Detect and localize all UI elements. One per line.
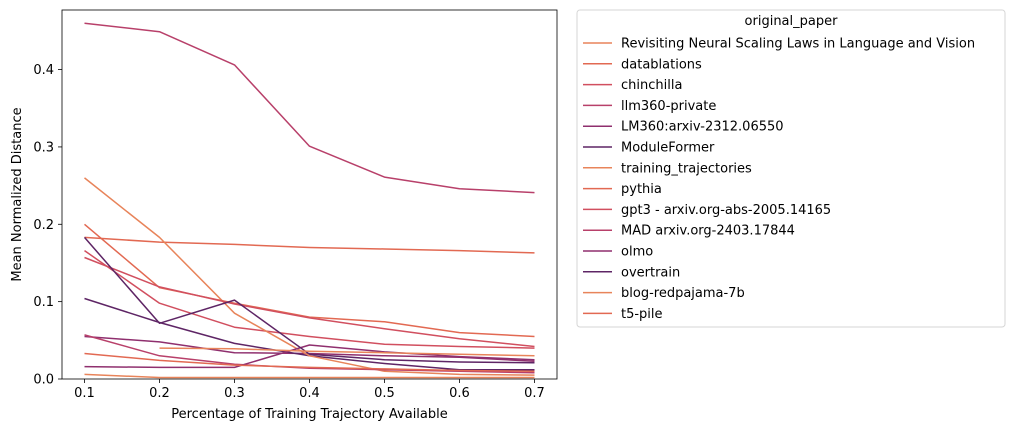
legend-label: training_trajectories bbox=[621, 161, 752, 176]
legend-label: LM360:arxiv-2312.06550 bbox=[621, 120, 784, 135]
x-tick-label: 0.6 bbox=[449, 386, 470, 401]
legend: original_paper Revisiting Neural Scaling… bbox=[576, 9, 1006, 328]
series-line-8 bbox=[84, 256, 535, 348]
y-axis-title: Mean Normalized Distance bbox=[10, 107, 25, 281]
legend-label: pythia bbox=[621, 182, 662, 197]
x-axis-title: Percentage of Training Trajectory Availa… bbox=[171, 407, 448, 422]
legend-label: llm360-private bbox=[621, 99, 716, 114]
legend-label: t5-pile bbox=[621, 307, 663, 322]
legend-label: chinchilla bbox=[621, 78, 682, 93]
legend-label: MAD arxiv.org-2403.17844 bbox=[621, 224, 795, 239]
series-line-12 bbox=[159, 347, 535, 357]
x-tick-label: 0.4 bbox=[299, 386, 320, 401]
series-line-9 bbox=[84, 334, 535, 374]
legend-label: overtrain bbox=[621, 265, 680, 280]
x-tick-label: 0.5 bbox=[374, 386, 395, 401]
x-tick-label: 0.7 bbox=[524, 386, 545, 401]
legend-label: blog-redpajama-7b bbox=[621, 286, 745, 301]
series-line-1 bbox=[84, 236, 535, 254]
axes-frame bbox=[61, 9, 558, 380]
y-tick-label: 0.0 bbox=[33, 373, 54, 388]
legend-label: datablations bbox=[621, 57, 702, 72]
series-line-10 bbox=[84, 344, 535, 369]
legend-title: original_paper bbox=[745, 14, 839, 29]
y-tick-label: 0.3 bbox=[33, 140, 54, 155]
series-line-6 bbox=[84, 177, 535, 376]
y-tick-label: 0.2 bbox=[33, 218, 54, 233]
series-line-3 bbox=[84, 22, 535, 194]
legend-box bbox=[576, 9, 1006, 328]
series-line-11 bbox=[83, 236, 535, 364]
x-tick-label: 0.2 bbox=[149, 386, 170, 401]
legend-label: Revisiting Neural Scaling Laws in Langua… bbox=[621, 37, 975, 52]
legend-items: Revisiting Neural Scaling Laws in Langua… bbox=[583, 37, 975, 322]
plot-area bbox=[61, 9, 558, 380]
y-tick-label: 0.4 bbox=[33, 63, 54, 78]
series-line-2 bbox=[84, 249, 535, 349]
series-line-7 bbox=[84, 223, 535, 338]
legend-label: ModuleFormer bbox=[621, 141, 715, 156]
y-tick-label: 0.1 bbox=[33, 295, 54, 310]
y-axis-ticks: 0.0 0.1 0.2 0.3 0.4 bbox=[33, 63, 62, 388]
series-line-13 bbox=[84, 352, 535, 373]
x-axis-ticks: 0.1 0.2 0.3 0.4 0.5 0.6 0.7 bbox=[74, 379, 545, 401]
series-lines bbox=[83, 22, 535, 379]
legend-label: olmo bbox=[621, 245, 653, 260]
x-tick-label: 0.1 bbox=[74, 386, 95, 401]
legend-label: gpt3 - arxiv.org-abs-2005.14165 bbox=[621, 203, 831, 218]
x-tick-label: 0.3 bbox=[224, 386, 245, 401]
series-line-0 bbox=[84, 373, 535, 379]
